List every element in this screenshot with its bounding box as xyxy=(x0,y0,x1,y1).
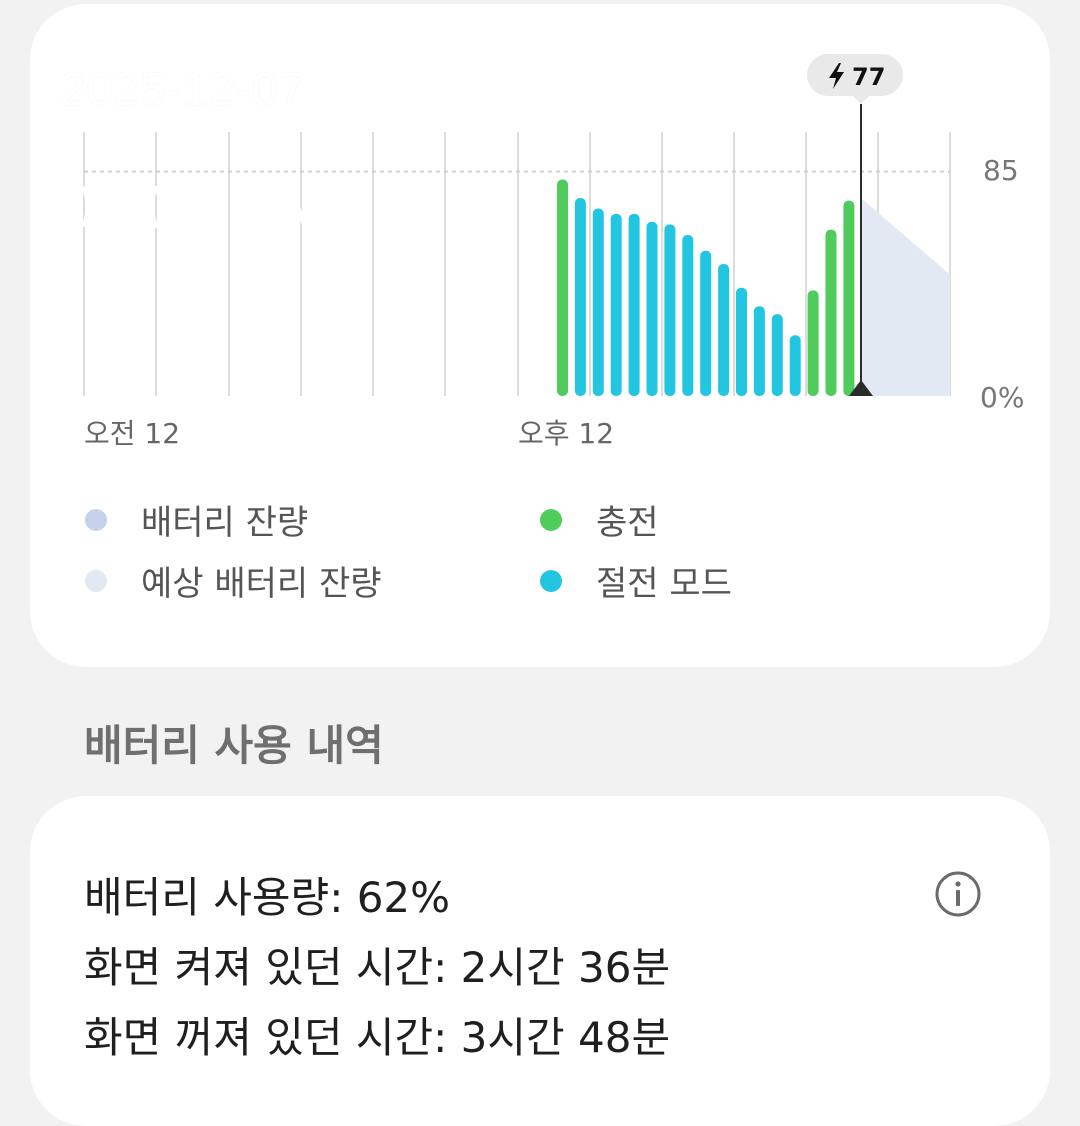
bar-charging xyxy=(843,200,855,396)
power-saving-dot-icon xyxy=(540,569,562,592)
bar-power_saving xyxy=(771,314,783,396)
charging-dot-icon xyxy=(540,508,562,531)
y-tick-label: 0% xyxy=(980,381,1024,414)
bar-power_saving xyxy=(736,287,747,396)
predicted-battery-area xyxy=(861,198,950,396)
bar-power_saving xyxy=(574,198,586,396)
legend-predicted-level: 예상 배터리 잔량 xyxy=(85,556,382,605)
lightning-bolt-icon xyxy=(829,63,844,89)
info-icon[interactable] xyxy=(934,870,982,918)
usage-card xyxy=(30,796,1050,1126)
legend-label: 충전 xyxy=(596,503,659,543)
battery-usage-text: 배터리 사용량: 62% xyxy=(84,873,451,922)
bar-power_saving xyxy=(700,250,712,396)
legend-charging: 충전 xyxy=(540,495,659,544)
bar-power_saving xyxy=(628,213,640,396)
bar-power_saving xyxy=(610,213,622,396)
section-title: 배터리 사용 내역 xyxy=(84,721,384,770)
screen-on-time-text: 화면 켜져 있던 시간: 2시간 36분 xyxy=(84,943,671,992)
bar-charging xyxy=(825,229,837,396)
current-level-label: 77 xyxy=(852,63,885,91)
screen-off-time-text: 화면 꺼져 있던 시간: 3시간 48분 xyxy=(84,1013,671,1062)
y-tick-label: 85 xyxy=(983,154,1019,187)
current-level-bubble-tail xyxy=(853,96,869,104)
x-tick-label: 오전 12 xyxy=(84,417,180,450)
current-time-triangle xyxy=(849,380,873,396)
bar-power_saving xyxy=(682,234,694,396)
bar-charging xyxy=(557,179,568,396)
x-tick-label: 오후 12 xyxy=(518,417,614,450)
bar-power_saving xyxy=(789,335,801,396)
bar-power_saving xyxy=(718,264,730,396)
bar-charging xyxy=(807,290,819,396)
current-level-bubble xyxy=(807,54,903,96)
predicted-level-dot-icon xyxy=(85,569,107,592)
overlay-date: 2025-12-07 xyxy=(60,63,306,115)
bar-power_saving xyxy=(592,208,604,396)
watermark: Timesprend xyxy=(340,974,581,1023)
legend-power-saving: 절전 모드 xyxy=(540,556,732,605)
legend-label: 예상 배터리 잔량 xyxy=(141,564,382,604)
legend-label: 절전 모드 xyxy=(596,564,732,604)
legend-battery-level: 배터리 잔량 xyxy=(85,495,308,544)
battery-chart[interactable]: 77 85 0% 오전 12 오후 12 xyxy=(0,0,1080,680)
bar-power_saving xyxy=(646,221,658,396)
overlay-time: 09:33 PM xyxy=(58,171,332,243)
bar-power_saving xyxy=(753,306,765,396)
legend-label: 배터리 잔량 xyxy=(141,503,309,543)
battery-level-dot-icon xyxy=(85,508,107,531)
bar-power_saving xyxy=(664,224,676,396)
